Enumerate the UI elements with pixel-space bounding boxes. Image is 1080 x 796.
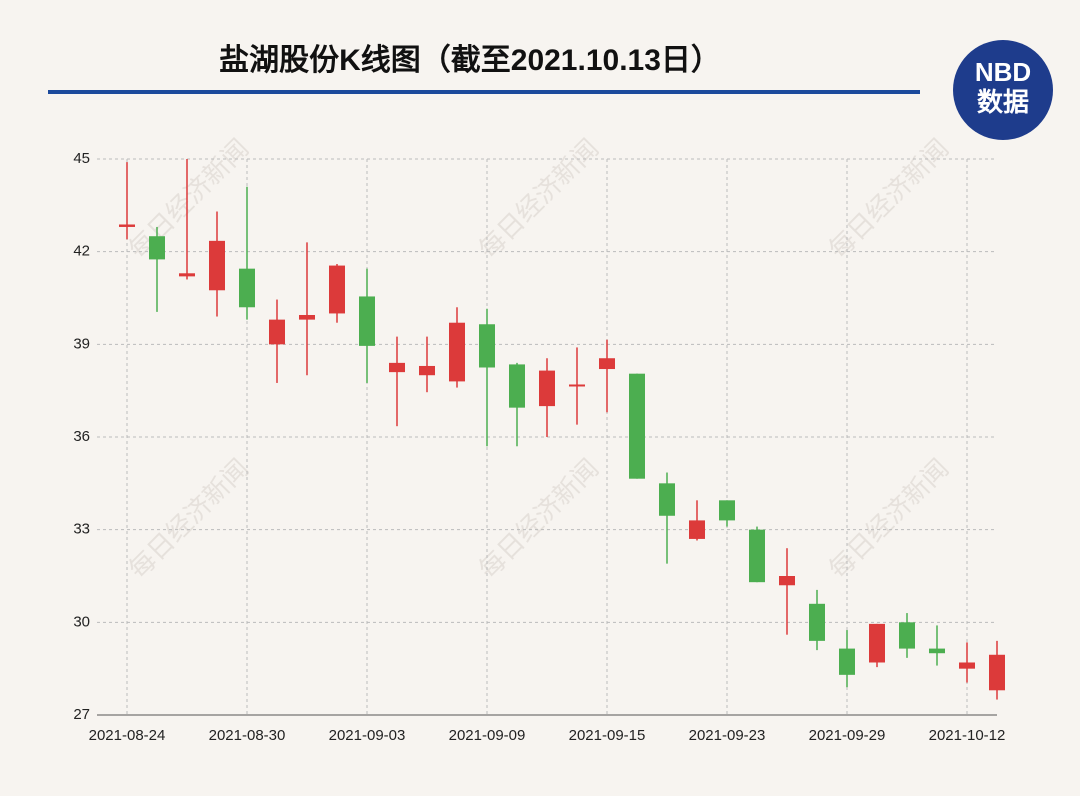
candle-body [209, 240, 225, 291]
candle-body [179, 273, 195, 277]
logo [953, 40, 1053, 140]
candle-body [299, 314, 315, 320]
x-tick-label: 2021-09-09 [449, 727, 526, 744]
candle-body [749, 529, 765, 583]
x-tick-label: 2021-08-30 [209, 727, 286, 744]
x-tick-label: 2021-10-12 [929, 727, 1006, 744]
candle-body [419, 365, 435, 376]
candle-body [239, 268, 255, 308]
chart-title: 盐湖股份K线图（截至2021.10.13日） [219, 43, 721, 77]
y-tick-label: 36 [73, 428, 90, 445]
y-tick-label: 33 [73, 521, 90, 538]
candle-body [689, 520, 705, 539]
candle-body [449, 322, 465, 382]
logo-text: NBD [975, 57, 1031, 87]
y-tick-label: 27 [73, 706, 90, 723]
candle-body [869, 623, 885, 663]
candle-body [119, 224, 135, 227]
candle-body [389, 362, 405, 373]
x-tick-label: 2021-08-24 [89, 727, 166, 744]
y-tick-label: 30 [73, 613, 90, 630]
candle-body [989, 654, 1005, 691]
x-tick-label: 2021-09-29 [809, 727, 886, 744]
candle-body [149, 236, 165, 260]
y-tick-label: 42 [73, 243, 90, 260]
candle-body [479, 324, 495, 368]
candle-body [569, 384, 585, 387]
candle-body [779, 576, 795, 586]
y-tick-label: 45 [73, 150, 90, 167]
x-tick-label: 2021-09-23 [689, 727, 766, 744]
candle-body [509, 364, 525, 408]
candle-body [719, 500, 735, 521]
candle-body [809, 603, 825, 641]
x-tick-label: 2021-09-15 [569, 727, 646, 744]
title-rule [48, 90, 920, 94]
candle-body [659, 483, 675, 516]
logo-text: 数据 [977, 87, 1029, 117]
candle-body [899, 622, 915, 649]
candle-body [839, 648, 855, 675]
candle-body [329, 265, 345, 314]
x-tick-label: 2021-09-03 [329, 727, 406, 744]
candle-body [539, 370, 555, 407]
candle-body [359, 296, 375, 346]
y-tick-label: 39 [73, 335, 90, 352]
candle-body [599, 358, 615, 370]
candle-body [629, 373, 645, 479]
candle-body [269, 319, 285, 345]
candle-body [959, 662, 975, 669]
candle-body [929, 648, 945, 654]
